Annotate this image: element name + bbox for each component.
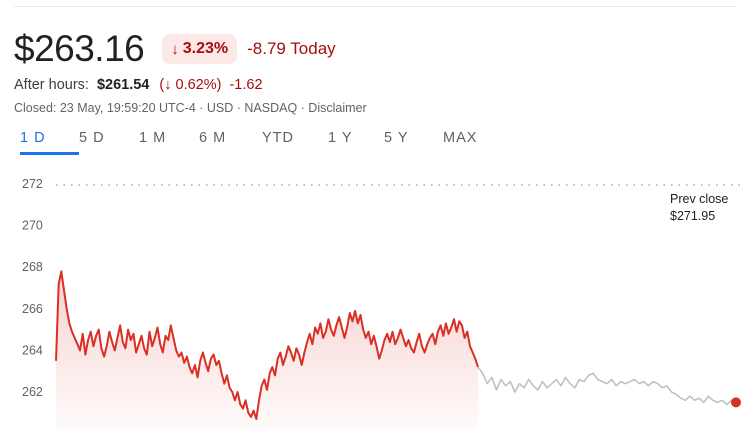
after-hours-change: -1.62 [229,77,263,93]
range-tabs: 1 D 5 D 1 M 6 M YTD 1 Y 5 Y MAX [20,130,493,155]
market-status-line: Closed: 23 May, 19:59:20 UTC-4 · USD · N… [14,101,367,115]
current-price: $263.16 [14,28,145,69]
tab-6m[interactable]: 6 M [199,130,227,146]
change-percent: 3.23% [182,40,229,57]
y-tick-label: 270 [22,219,43,233]
y-tick-label: 266 [22,302,43,316]
tab-max[interactable]: MAX [443,130,478,146]
after-hours-percent: (↓ 0.62%) [159,77,222,93]
prev-close-label: Prev close [670,192,728,206]
y-tick-label: 268 [22,260,43,274]
tab-5d[interactable]: 5 D [79,130,105,146]
last-price-dot [731,397,741,408]
after-hours-percent-value: 0.62% [175,77,217,93]
after-hours-price: $261.54 [96,77,150,93]
after-hours-row: After hours: $261.54 (↓ 0.62%) -1.62 [14,77,263,93]
y-tick-label: 264 [22,343,43,357]
y-tick-label: 262 [22,385,43,399]
price-chart[interactable]: 272 270 268 266 264 262 Prev close $271.95 [0,168,750,430]
arrow-down-icon: ↓ [164,77,172,93]
change-today: -8.79 Today [247,39,336,58]
prev-close-value: $271.95 [670,209,715,223]
tab-5y[interactable]: 5 Y [384,130,409,146]
tab-ytd[interactable]: YTD [262,130,294,146]
regular-session-area [56,271,478,430]
change-percent-badge: ↓ 3.23% [162,34,238,64]
price-row: $263.16 ↓ 3.23% -8.79 Today [14,28,336,70]
tab-1y[interactable]: 1 Y [328,130,353,146]
top-divider [14,6,736,7]
regular-session-line [55,270,479,420]
tab-1d[interactable]: 1 D [20,130,79,155]
tab-1m[interactable]: 1 M [139,130,167,146]
after-hours-label: After hours: [14,77,89,93]
arrow-down-icon: ↓ [171,40,179,58]
y-tick-label: 272 [22,177,43,191]
after-hours-line [477,366,737,406]
